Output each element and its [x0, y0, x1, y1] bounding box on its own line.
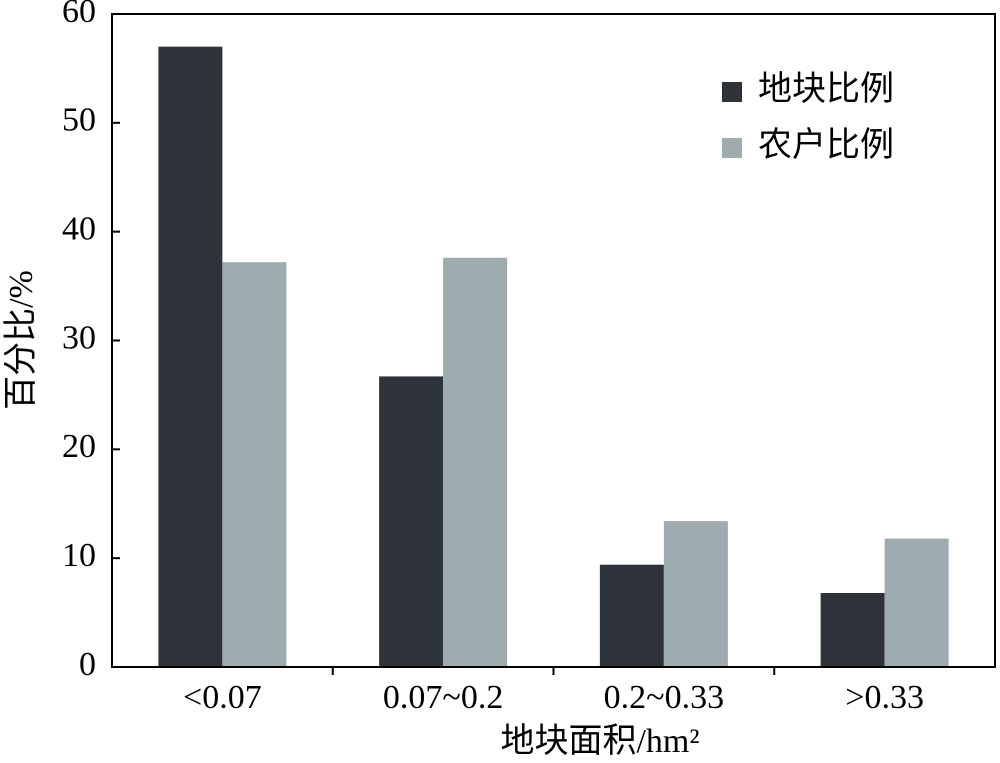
x-tick-label: 0.07~0.2: [383, 679, 503, 716]
bar: [820, 592, 885, 667]
bar: [222, 262, 287, 667]
y-tick-label: 60: [62, 0, 96, 30]
bar: [599, 564, 664, 667]
legend-swatch: [722, 138, 742, 158]
y-tick-label: 30: [62, 319, 96, 356]
legend-label: 农户比例: [758, 126, 894, 164]
bar: [158, 46, 223, 667]
legend-swatch: [722, 82, 742, 102]
x-tick-label: 0.2~0.33: [604, 679, 724, 716]
x-tick-label: >0.33: [845, 679, 924, 716]
bar: [884, 538, 949, 667]
y-tick-label: 10: [62, 537, 96, 574]
y-axis-title: 百分比/%: [3, 270, 40, 410]
y-tick-label: 50: [62, 102, 96, 139]
x-tick-label: <0.07: [183, 679, 262, 716]
y-tick-label: 20: [62, 428, 96, 465]
plot-frame: [111, 13, 996, 668]
bar: [663, 521, 728, 667]
y-tick-label: 0: [79, 646, 96, 683]
x-axis-title: 地块面积/hm²: [500, 722, 699, 760]
legend-label: 地块比例: [758, 70, 894, 108]
bar: [443, 257, 508, 667]
bar: [379, 376, 444, 667]
y-tick-label: 40: [62, 210, 96, 247]
